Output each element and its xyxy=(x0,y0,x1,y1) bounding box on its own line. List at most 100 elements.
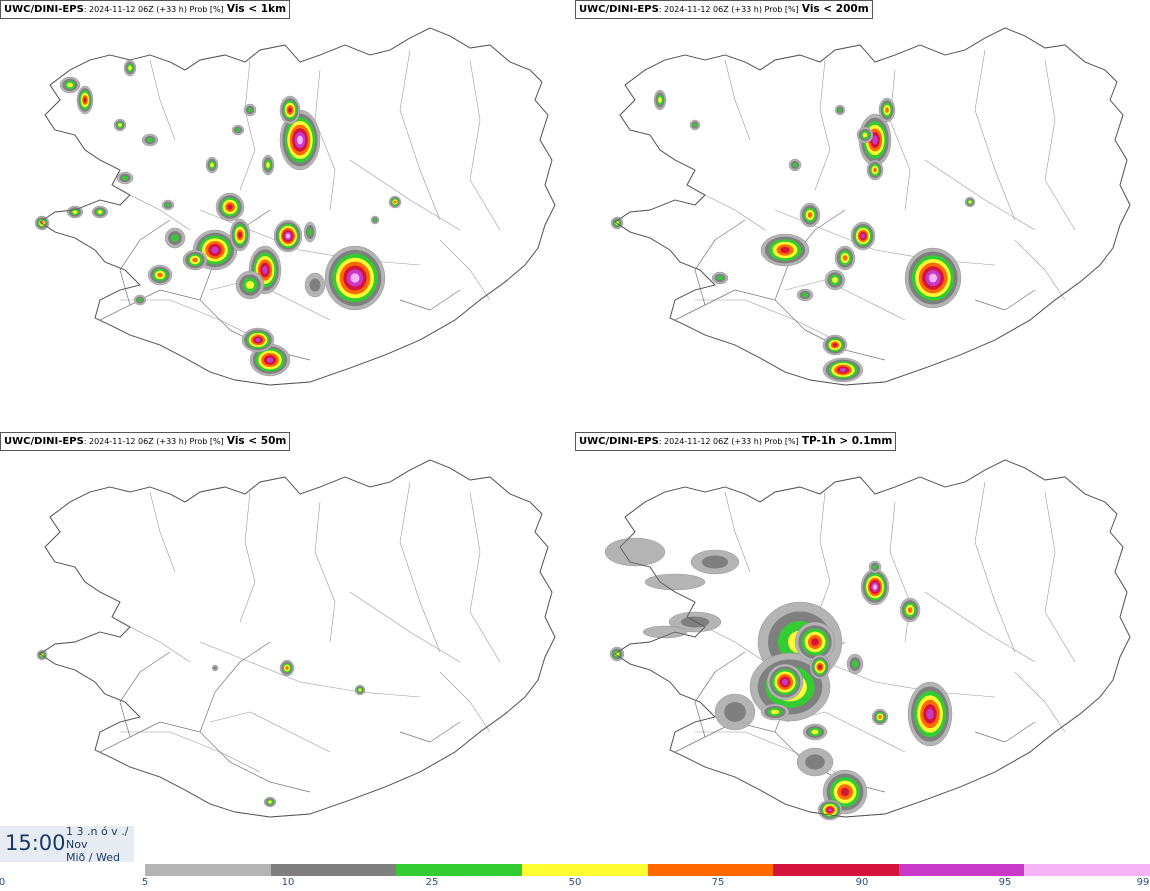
colorbar-tick-label: 90 xyxy=(855,877,869,888)
colorbar-segment xyxy=(647,864,774,876)
probability-area xyxy=(273,219,303,253)
probability-area xyxy=(231,124,245,136)
probability-area xyxy=(147,264,173,286)
probability-area xyxy=(205,156,219,174)
region-boundary xyxy=(119,189,191,231)
region-boundary xyxy=(349,159,461,231)
colorbar-tick-label: 99 xyxy=(1136,877,1150,888)
probability-area xyxy=(714,693,756,731)
probability-area xyxy=(904,247,962,309)
probability-area xyxy=(788,158,802,172)
region-boundary xyxy=(695,299,836,341)
road-line xyxy=(119,219,171,306)
probability-area xyxy=(907,681,953,747)
iceland-coastline xyxy=(39,27,556,386)
region-boundary xyxy=(724,491,751,573)
probability-area xyxy=(711,271,729,285)
colorbar-segment xyxy=(773,864,899,876)
probability-area xyxy=(113,118,127,132)
map-panel-vis-50m: UWC/DINI-EPS: 2024-11-12 06Z (+33 h) Pro… xyxy=(0,432,575,862)
probability-area xyxy=(76,85,94,115)
region-boundary xyxy=(784,279,906,321)
probability-area xyxy=(796,747,834,777)
probability-area xyxy=(834,245,856,271)
iceland-map xyxy=(610,27,1131,386)
probability-area xyxy=(899,597,921,623)
probability-area xyxy=(261,154,275,176)
probability-area xyxy=(388,195,402,209)
valid-weekday: Mið / Wed xyxy=(66,851,120,864)
probability-area xyxy=(822,357,864,383)
probability-area xyxy=(794,621,836,663)
region-boundary xyxy=(924,159,1036,231)
iceland-coastline-outline xyxy=(39,459,556,818)
probability-area xyxy=(766,663,804,701)
iceland-coastline xyxy=(39,459,556,818)
iceland-coastline-outline xyxy=(39,27,556,386)
valid-time-box: 15:00 1 3 .n ó v ./ Nov Mið / Wed xyxy=(0,825,134,864)
road-line xyxy=(694,219,746,306)
valid-day: 1 3 .n ó v ./ xyxy=(66,825,129,838)
region-boundary xyxy=(694,189,766,231)
region-boundary xyxy=(889,501,911,643)
region-boundary xyxy=(814,59,831,191)
region-boundary xyxy=(314,69,336,211)
region-boundary xyxy=(399,481,441,653)
probability-area xyxy=(802,723,828,741)
probability-area xyxy=(164,227,186,249)
region-boundary xyxy=(149,491,176,573)
road-line xyxy=(119,651,171,738)
region-boundary xyxy=(439,239,491,301)
region-boundary xyxy=(239,491,256,623)
probability-area xyxy=(799,202,821,228)
region-boundary xyxy=(349,591,461,663)
iceland-coastline-outline xyxy=(614,27,1131,386)
iceland-map xyxy=(604,459,1131,821)
colorbar-tick-label: 5 xyxy=(141,877,149,888)
probability-area xyxy=(59,76,81,94)
probability-area xyxy=(834,104,846,116)
road-line xyxy=(974,289,1036,311)
region-boundary xyxy=(814,491,831,623)
probability-area xyxy=(263,796,277,808)
map-panel-vis-200m: UWC/DINI-EPS: 2024-11-12 06Z (+33 h) Pro… xyxy=(575,0,1150,430)
probability-area xyxy=(668,611,722,633)
valid-month: Nov xyxy=(66,838,88,851)
region-boundary xyxy=(239,59,256,191)
probability-area xyxy=(822,334,848,356)
region-boundary xyxy=(924,591,1036,663)
probability-area xyxy=(689,119,701,131)
road-line xyxy=(694,651,746,738)
colorbar-tick-label: 25 xyxy=(425,877,439,888)
probability-area xyxy=(249,343,291,377)
region-boundary xyxy=(209,711,331,753)
probability-area xyxy=(850,221,876,251)
probability-area xyxy=(279,659,295,677)
region-boundary xyxy=(1044,59,1076,231)
probability-area xyxy=(241,327,275,353)
colorbar-tick-label: 50 xyxy=(568,877,582,888)
probability-area xyxy=(760,233,810,267)
probability-area xyxy=(824,269,846,291)
colorbar-tick-label: 95 xyxy=(998,877,1012,888)
region-boundary xyxy=(314,501,336,643)
probability-area xyxy=(229,218,251,252)
probability-area xyxy=(653,89,667,111)
probability-area xyxy=(860,568,890,606)
probability-area xyxy=(324,245,386,311)
probability-area xyxy=(182,249,208,271)
probability-area xyxy=(856,126,874,144)
probability-area xyxy=(354,684,366,696)
colorbar-tick-label: 0 xyxy=(0,877,6,888)
probability-area xyxy=(370,215,380,225)
probability-area xyxy=(215,192,245,222)
road-line xyxy=(399,289,461,311)
colorbar-tick-label: 75 xyxy=(711,877,725,888)
valid-time: 15:00 xyxy=(5,831,66,855)
region-boundary xyxy=(399,49,441,221)
probability-area xyxy=(846,653,864,675)
probability-area xyxy=(690,549,740,575)
colorbar-segment xyxy=(898,864,1025,876)
panel-title: UWC/DINI-EPS: 2024-11-12 06Z (+33 h) Pro… xyxy=(0,0,291,19)
iceland-coastline-outline xyxy=(614,459,1131,818)
